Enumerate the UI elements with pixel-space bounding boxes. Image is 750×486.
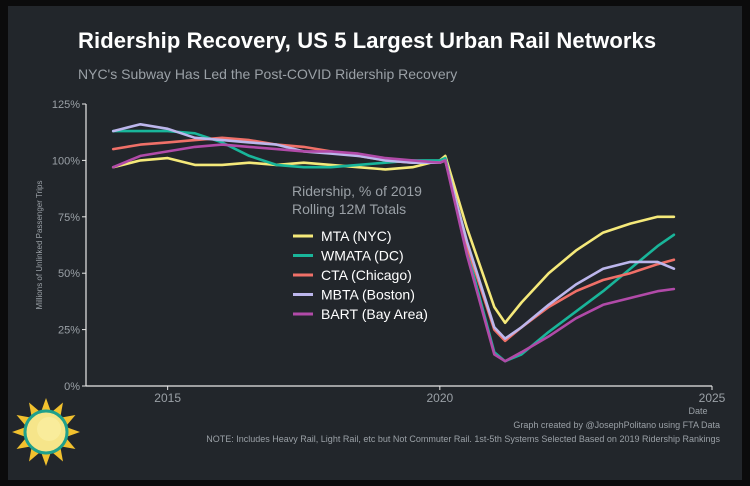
- sun-logo-icon: [12, 398, 80, 466]
- chart-note: NOTE: Includes Heavy Rail, Light Rail, e…: [206, 434, 720, 444]
- legend-title: Ridership, % of 2019: [292, 183, 422, 199]
- chart-subtitle: NYC's Subway Has Led the Post-COVID Ride…: [78, 66, 458, 82]
- y-axis-label: Millions of Unlinked Passenger Trips: [35, 181, 44, 310]
- x-tick-label: 2020: [426, 391, 453, 405]
- legend-label: MTA (NYC): [321, 228, 392, 244]
- series-line: [111, 143, 676, 363]
- x-axis-label: Date: [688, 406, 707, 416]
- legend-label: MBTA (Boston): [321, 287, 415, 303]
- y-tick-label: 50%: [58, 268, 80, 280]
- legend-label: CTA (Chicago): [321, 267, 412, 283]
- y-tick-label: 125%: [52, 99, 80, 111]
- chart-title: Ridership Recovery, US 5 Largest Urban R…: [78, 28, 657, 53]
- legend-label: BART (Bay Area): [321, 306, 428, 322]
- legend-title: Rolling 12M Totals: [292, 201, 406, 217]
- legend-label: WMATA (DC): [321, 248, 404, 264]
- y-tick-label: 100%: [52, 155, 80, 167]
- x-tick-label: 2015: [154, 391, 181, 405]
- x-tick-label: 2025: [699, 391, 726, 405]
- y-tick-label: 25%: [58, 325, 80, 337]
- chart-frame: [8, 6, 742, 480]
- chart-credit: Graph created by @JosephPolitano using F…: [513, 420, 720, 430]
- y-tick-label: 0%: [64, 381, 80, 393]
- y-tick-label: 75%: [58, 212, 80, 224]
